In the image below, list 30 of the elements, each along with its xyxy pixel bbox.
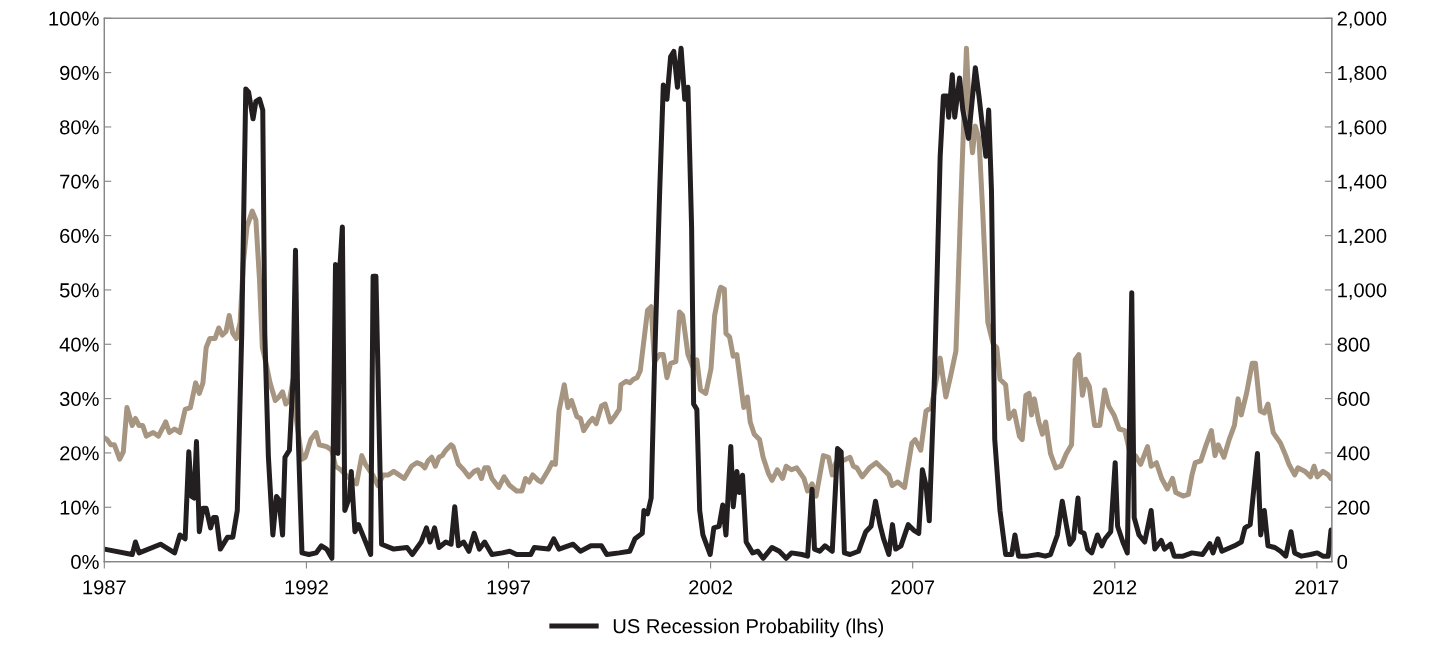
y2-tick-label: 0 [1337,554,1348,570]
y-tick-label: 80% [60,120,99,135]
y-tick-label: 0% [71,554,99,570]
y2-tick-label: 2,000 [1337,11,1387,29]
y-tick-label: 30% [59,391,99,407]
x-tick-label: 1987 [83,580,126,595]
x-tick-label: 1992 [285,580,328,595]
y-tick-label: 70% [60,174,99,189]
y2-tick-label: 1,200 [1338,228,1387,246]
y-tick-label: 100% [49,11,99,26]
legend-label: US Recession Probability (lhs) [613,618,884,638]
x-tick-label: 2002 [689,580,732,595]
y2-tick-label: 200 [1337,500,1370,515]
y-tick-label: 50% [59,283,99,298]
y2-tick-label: 1,400 [1338,174,1387,192]
y-tick-label: 90% [60,65,99,81]
y2-tick-label: 1,600 [1338,120,1387,137]
y2-tick-label: 800 [1337,337,1370,352]
y-tick-label: 10% [60,500,99,515]
y-tick-label: 20% [60,446,99,461]
y-tick-label: 60% [60,228,99,244]
x-tick-label: 2007 [891,580,935,595]
y2-tick-label: 1,000 [1338,283,1387,300]
y2-tick-label: 400 [1337,446,1370,461]
x-tick-label: 2012 [1093,580,1137,595]
y-tick-label: 40% [59,337,99,352]
y2-tick-label: 1,800 [1338,65,1387,83]
x-tick-label: 1997 [487,580,530,595]
y2-tick-label: 600 [1337,391,1370,407]
x-tick-label: 2017 [1295,580,1339,595]
